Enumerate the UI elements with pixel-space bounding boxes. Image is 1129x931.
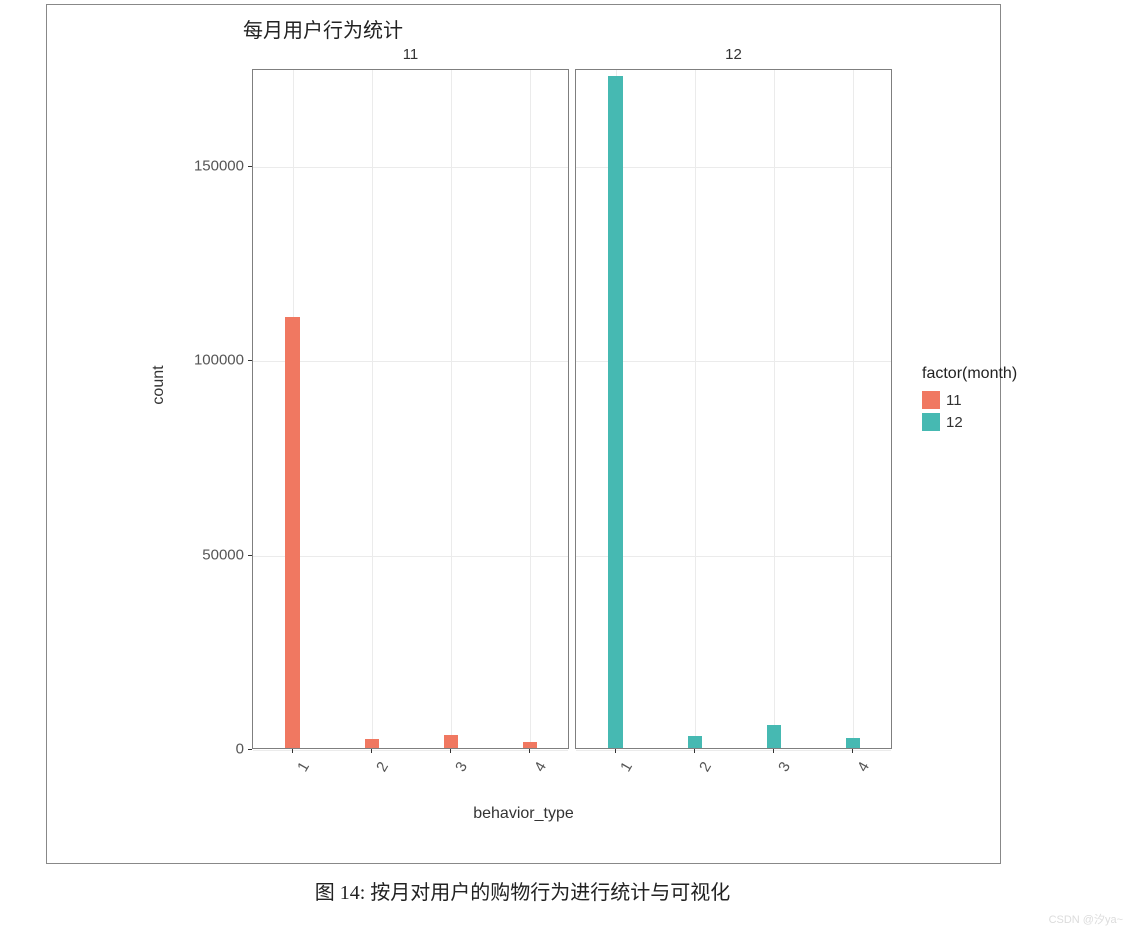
x-tick-label: 1: [617, 759, 636, 775]
legend-swatch: [922, 391, 940, 409]
x-tick-label: 2: [696, 759, 715, 775]
y-tick-label: 0: [174, 741, 244, 758]
legend-item: 11: [922, 391, 1017, 409]
chart-panel: [252, 69, 569, 749]
legend-items: 1112: [922, 391, 1017, 431]
facet-label: 11: [252, 46, 569, 63]
x-tick-label: 1: [294, 759, 313, 775]
legend-title: factor(month): [922, 365, 1017, 383]
y-axis-label: count: [150, 365, 168, 404]
y-tick-label: 50000: [174, 546, 244, 563]
facet-label: 12: [575, 46, 892, 63]
bar: [523, 742, 537, 748]
chart-frame: 每月用户行为统计 count 050000100000150000 111234…: [46, 4, 1001, 864]
x-axis-label: behavior_type: [47, 805, 1000, 823]
chart-title: 每月用户行为统计: [243, 14, 403, 43]
legend-label: 11: [946, 392, 962, 409]
bar: [285, 317, 299, 748]
figure-caption: 图 14: 按月对用户的购物行为进行统计与可视化: [0, 876, 1045, 905]
x-tick-label: 3: [775, 759, 794, 775]
bar: [688, 736, 702, 748]
legend: factor(month) 1112: [922, 365, 1017, 435]
bar: [608, 76, 622, 748]
watermark: CSDN @汐ya~: [1049, 911, 1123, 927]
y-tick-label: 100000: [174, 352, 244, 369]
y-tick-label: 150000: [174, 158, 244, 175]
x-tick-label: 2: [373, 759, 392, 775]
x-tick-label: 4: [855, 759, 874, 775]
legend-item: 12: [922, 413, 1017, 431]
legend-label: 12: [946, 414, 963, 431]
x-tick-label: 4: [532, 759, 551, 775]
bar: [767, 725, 781, 748]
bar: [444, 735, 458, 748]
chart-panel: [575, 69, 892, 749]
x-tick-label: 3: [452, 759, 471, 775]
legend-swatch: [922, 413, 940, 431]
bar: [846, 738, 860, 748]
bar: [365, 739, 379, 748]
